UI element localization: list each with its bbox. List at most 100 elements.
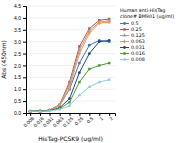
series-line (30, 22, 109, 111)
legend-item: 0.016 (120, 51, 145, 56)
x-axis-title: HisTag-PCSK9 (ug/ml) (38, 135, 103, 143)
legend-label: 0.125 (131, 33, 145, 38)
series-line (30, 40, 109, 111)
x-tick-label: 2 (108, 115, 114, 121)
series-point (29, 110, 31, 112)
y-tick: 3.0 (14, 39, 26, 45)
legend-item: 0.25 (120, 27, 142, 32)
y-tick: 1.0 (14, 86, 26, 92)
tick-mark (23, 77, 26, 78)
series-point (48, 109, 50, 111)
plot-area: 210.50.250.1250.0630.0310.0160.0080.00.5… (14, 3, 115, 128)
series-point (29, 110, 32, 113)
series-point (108, 62, 110, 64)
x-tick-label: 1 (98, 115, 104, 121)
x-tick: 0.016 (32, 113, 45, 128)
x-tick-label: 0.031 (41, 115, 54, 128)
grid (26, 6, 115, 113)
series-point (58, 107, 62, 110)
x-axis: 210.50.250.1250.0630.0310.0160.008 (22, 113, 115, 128)
series-point (48, 109, 52, 112)
legend-label: 0.008 (131, 57, 145, 62)
grid-line (26, 29, 115, 30)
x-tick-label: 0.016 (32, 115, 45, 128)
grid-line (26, 53, 115, 54)
x-tick-label: 0.063 (52, 115, 65, 128)
series-point (78, 71, 81, 74)
series-line (30, 21, 109, 112)
y-tick: 1.5 (14, 74, 26, 80)
legend-label: 0.5 (131, 21, 139, 26)
y-tick: 2.0 (14, 63, 26, 69)
tick-mark (23, 65, 26, 66)
legend-swatch (120, 23, 129, 24)
tick-mark (23, 101, 26, 102)
y-tick-label: 2.5 (14, 51, 21, 57)
series-point (48, 109, 51, 112)
series-point (78, 81, 80, 83)
y-tick-label: 0.0 (14, 110, 21, 116)
y-tick: 4.0 (14, 15, 26, 21)
tick-mark (23, 6, 26, 7)
legend-item: 0.063 (120, 39, 145, 44)
x-tick: 0.008 (22, 113, 35, 128)
legend-item: 0.125 (120, 33, 145, 38)
series-point (108, 39, 111, 42)
series-point (78, 93, 82, 96)
x-tick: 1 (98, 113, 104, 121)
y-tick: 0.5 (14, 98, 26, 104)
legend-label: 0.016 (131, 51, 145, 56)
x-tick: 2 (108, 113, 114, 121)
legend-swatch (120, 29, 129, 30)
series-point (97, 80, 101, 83)
series-point (39, 110, 41, 112)
legend: Human anti-HisTagclone# BM901 (ug/ml) 0.5… (120, 8, 174, 62)
legend-label: 0.031 (131, 45, 145, 50)
series-point (39, 110, 41, 112)
x-tick-label: 0.125 (61, 115, 74, 128)
legend-marker (123, 46, 126, 49)
x-tick: 0.5 (85, 113, 94, 124)
legend-marker (123, 28, 125, 30)
series-point (88, 31, 91, 36)
tick-mark (23, 42, 26, 43)
y-tick-label: 2.0 (14, 63, 21, 69)
series-point (88, 44, 91, 47)
legend-marker (123, 22, 126, 25)
grid-line (26, 6, 115, 7)
y-tick-label: 4.5 (14, 3, 21, 9)
series-point (78, 51, 81, 56)
legend-marker (123, 39, 126, 44)
tick-mark (23, 113, 26, 114)
y-axis-title: Abs (450nm) (0, 40, 7, 79)
y-tick-label: 1.5 (14, 74, 21, 80)
legend-swatch (120, 53, 129, 54)
legend-item: 0.031 (120, 45, 145, 50)
series-group (28, 18, 111, 113)
y-tick: 4.5 (14, 3, 26, 9)
series-line (30, 63, 109, 111)
legend-marker (123, 52, 125, 54)
y-tick-label: 4.0 (14, 15, 21, 21)
tick-mark (23, 30, 26, 31)
series-line (30, 40, 109, 111)
legend-label: 0.063 (131, 39, 145, 44)
legend-title: Human anti-HisTagclone# BM901 (ug/ml) (120, 8, 174, 19)
legend-item: 0.5 (120, 21, 139, 26)
legend-swatch (120, 47, 129, 48)
tick-mark (23, 18, 26, 19)
series-point (48, 108, 51, 113)
series-point (88, 68, 90, 70)
series-point (38, 109, 42, 112)
series-point (68, 86, 71, 91)
series-point (68, 104, 72, 107)
x-tick: 0.063 (52, 113, 65, 128)
legend-marker (123, 57, 127, 60)
series-point (39, 109, 42, 113)
x-tick-label: 0.5 (85, 115, 94, 124)
series-line (30, 19, 109, 111)
tick-mark (23, 89, 26, 90)
y-axis: 0.00.51.01.52.02.53.03.54.04.5 (14, 3, 26, 116)
y-tick-label: 0.5 (14, 98, 21, 104)
series-line (30, 80, 109, 112)
